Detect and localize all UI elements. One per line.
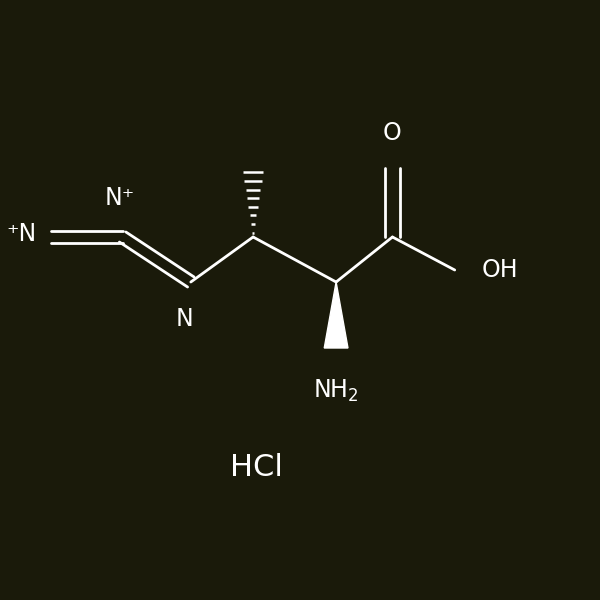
- Polygon shape: [324, 282, 348, 348]
- Text: HCl: HCl: [230, 454, 283, 482]
- Text: OH: OH: [482, 258, 518, 282]
- Text: N⁺: N⁺: [104, 186, 135, 210]
- Text: NH$_2$: NH$_2$: [313, 378, 359, 404]
- Text: ⁺N: ⁺N: [7, 222, 37, 246]
- Text: O: O: [383, 121, 402, 145]
- Text: N: N: [176, 307, 194, 331]
